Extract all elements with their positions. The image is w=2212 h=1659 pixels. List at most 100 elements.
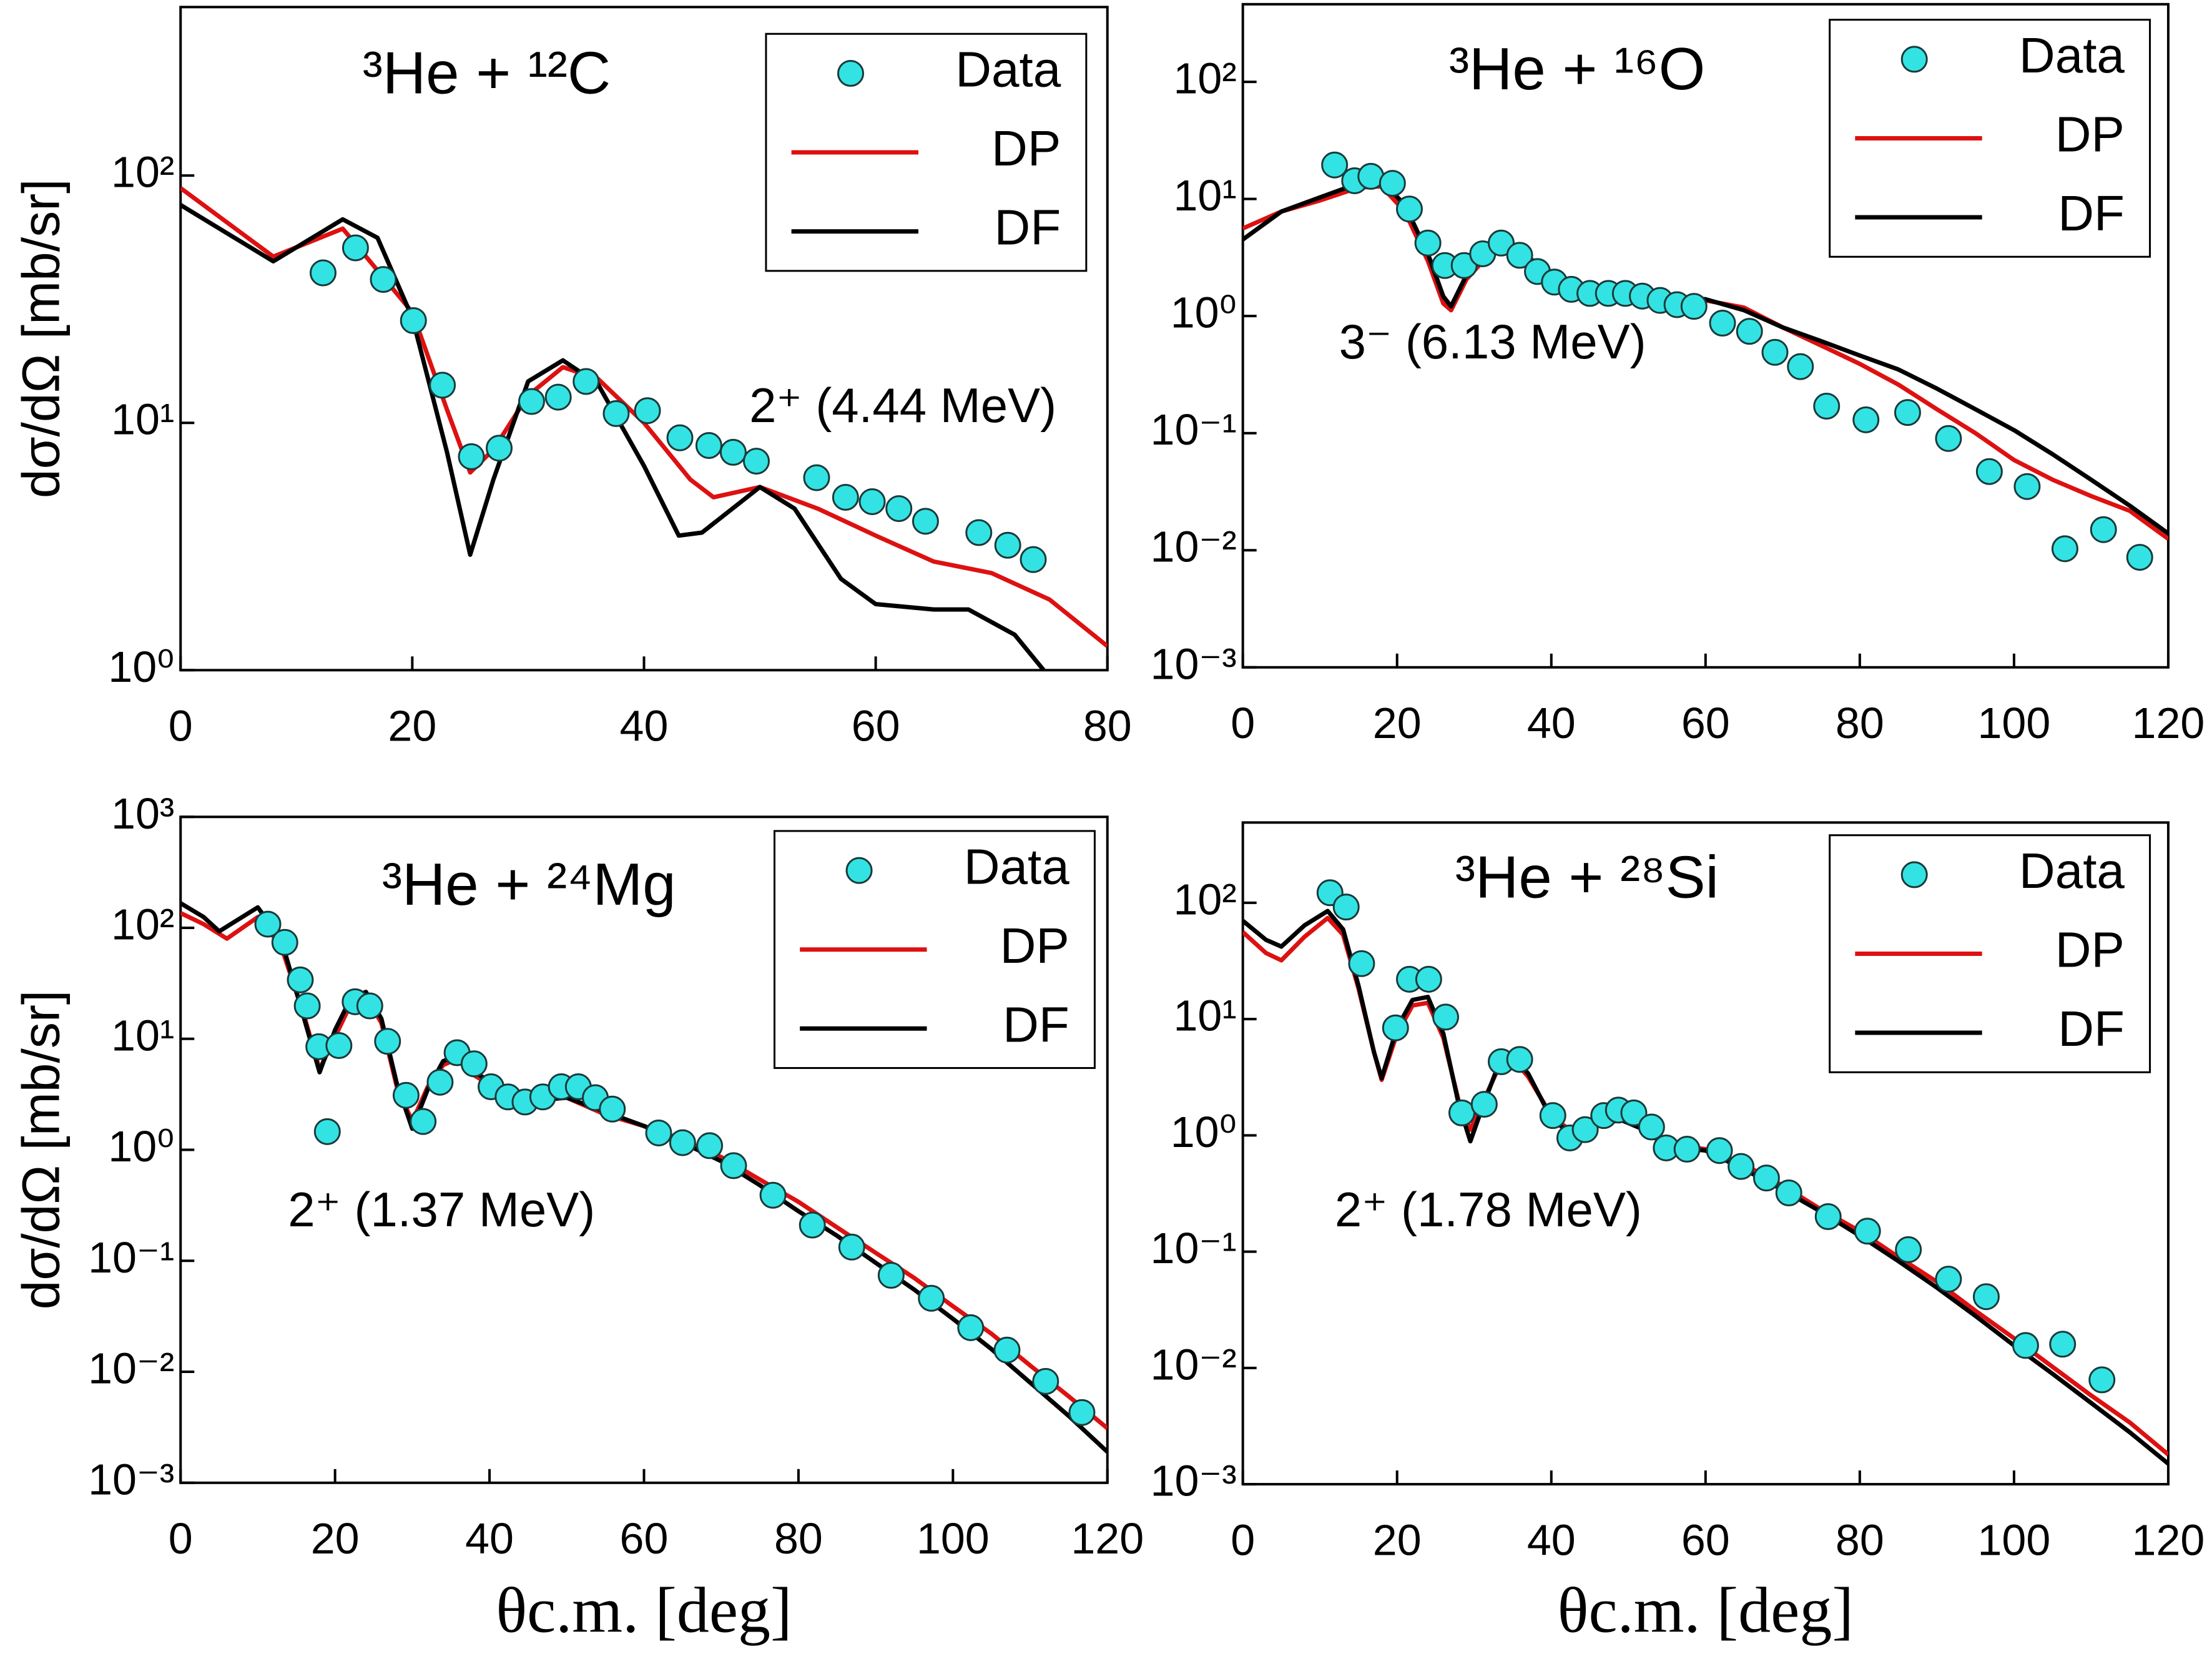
data-point bbox=[2013, 473, 2041, 500]
annotation: 2⁺ (1.37 MeV) bbox=[288, 1182, 595, 1237]
data-point bbox=[2088, 1366, 2116, 1394]
data-point bbox=[858, 488, 886, 515]
y-tick-label: 10² bbox=[1174, 54, 1237, 103]
data-point bbox=[486, 435, 513, 462]
annotation: 3⁻ (6.13 MeV) bbox=[1339, 314, 1646, 369]
data-point bbox=[1395, 195, 1423, 223]
legend-label: DP bbox=[2055, 922, 2125, 978]
data-point bbox=[2126, 544, 2153, 571]
y-tick-label: 10¹ bbox=[111, 395, 174, 444]
x-tick-label: 60 bbox=[620, 1514, 669, 1563]
legend-label: DF bbox=[2058, 1001, 2125, 1056]
data-point bbox=[877, 1262, 905, 1289]
data-point bbox=[1895, 1236, 1922, 1263]
data-point bbox=[994, 531, 1021, 559]
x-tick-label: 0 bbox=[1231, 1515, 1255, 1564]
data-point bbox=[695, 431, 722, 459]
panel: 0 20 40 60 80 100 120 10⁻³ 10⁻² 10⁻¹ 10⁰ 10¹ 10² Data… bbox=[1151, 821, 2205, 1646]
legend-label: DP bbox=[2055, 107, 2125, 162]
data-point bbox=[1332, 893, 1360, 921]
data-point bbox=[885, 495, 913, 523]
data-point bbox=[696, 1132, 724, 1159]
panel: 0 20 40 60 80 100 120 10⁻³ 10⁻² 10⁻¹ 10⁰ 10¹ 10² Data… bbox=[1151, 2, 2205, 747]
legend-label: DP bbox=[991, 121, 1061, 176]
data-point bbox=[392, 1081, 420, 1109]
data-point bbox=[342, 234, 369, 262]
data-point bbox=[410, 1108, 437, 1135]
data-point bbox=[1972, 1283, 2000, 1311]
data-point bbox=[832, 483, 859, 511]
legend-marker bbox=[845, 857, 873, 884]
data-point bbox=[1068, 1399, 1096, 1426]
plot-area bbox=[1242, 151, 2168, 571]
data-point bbox=[1975, 458, 2003, 485]
data-point bbox=[400, 307, 427, 335]
plot-area bbox=[1242, 879, 2168, 1466]
y-tick-label: 10⁻¹ bbox=[1151, 405, 1237, 454]
legend: Data DP DF bbox=[765, 32, 1088, 272]
data-point bbox=[1414, 229, 1442, 257]
data-point bbox=[634, 397, 661, 425]
data-point bbox=[309, 259, 337, 287]
data-point bbox=[1379, 170, 1406, 197]
data-point bbox=[356, 992, 383, 1020]
chart-title: ³He + ²⁸Si bbox=[1455, 844, 1719, 911]
y-tick-label: 10⁻¹ bbox=[1151, 1224, 1237, 1273]
data-point bbox=[720, 1152, 747, 1179]
data-point bbox=[429, 372, 456, 399]
data-point bbox=[803, 464, 830, 491]
legend-label: DP bbox=[1000, 918, 1069, 973]
data-point bbox=[742, 448, 770, 475]
data-point bbox=[1775, 1179, 1802, 1207]
y-tick-label: 10¹ bbox=[111, 1011, 174, 1060]
data-point bbox=[993, 1336, 1021, 1364]
data-point bbox=[1506, 242, 1533, 269]
data-point bbox=[1638, 1113, 1665, 1141]
y-tick-label: 10¹ bbox=[1174, 992, 1237, 1040]
x-tick-label: 0 bbox=[169, 1514, 193, 1563]
data-point bbox=[1539, 1102, 1566, 1130]
data-point bbox=[1415, 965, 1442, 993]
data-point bbox=[573, 368, 600, 395]
y-tick-label: 10⁻¹ bbox=[88, 1233, 174, 1282]
data-point bbox=[1020, 546, 1047, 573]
data-point bbox=[254, 910, 282, 938]
y-tick-label: 10¹ bbox=[1174, 171, 1237, 220]
y-tick-label: 10⁻² bbox=[1151, 523, 1237, 571]
data-point bbox=[1487, 229, 1515, 257]
data-point bbox=[1814, 1203, 1842, 1231]
y-tick-label: 10² bbox=[111, 148, 174, 197]
data-point bbox=[2049, 1331, 2077, 1358]
y-tick-label: 10⁻² bbox=[88, 1344, 174, 1393]
x-tick-label: 40 bbox=[465, 1514, 514, 1563]
x-tick-label: 60 bbox=[1681, 699, 1730, 747]
x-tick-label: 60 bbox=[1681, 1515, 1730, 1564]
data-point bbox=[669, 1129, 696, 1156]
data-point bbox=[957, 1314, 985, 1341]
x-tick-label: 80 bbox=[1836, 1515, 1884, 1564]
y-tick-label: 10⁰ bbox=[1171, 1108, 1237, 1156]
x-axis-label: θc.m. [deg] bbox=[1558, 1574, 1854, 1646]
x-tick-label: 100 bbox=[1978, 1515, 2051, 1564]
chart-title: ³He + ²⁴Mg bbox=[382, 851, 676, 918]
chart-title: ³He + ¹²C bbox=[363, 40, 611, 107]
x-tick-label: 0 bbox=[169, 702, 193, 751]
x-tick-label: 60 bbox=[852, 702, 900, 751]
data-point bbox=[426, 1068, 454, 1096]
data-point bbox=[602, 400, 630, 427]
x-tick-label: 120 bbox=[2132, 1515, 2205, 1564]
data-point bbox=[374, 1028, 401, 1055]
data-point bbox=[918, 1284, 945, 1312]
data-point bbox=[1813, 392, 1841, 420]
data-point bbox=[287, 966, 314, 993]
data-point bbox=[1852, 406, 1880, 433]
x-tick-label: 80 bbox=[1836, 699, 1884, 747]
chart-title: ³He + ¹⁶O bbox=[1449, 36, 1705, 102]
legend-label: Data bbox=[2019, 27, 2125, 83]
data-point bbox=[599, 1095, 626, 1123]
x-tick-label: 20 bbox=[1373, 699, 1422, 747]
data-point bbox=[2090, 516, 2117, 543]
data-point bbox=[1752, 1164, 1780, 1192]
data-point bbox=[1854, 1218, 1881, 1245]
